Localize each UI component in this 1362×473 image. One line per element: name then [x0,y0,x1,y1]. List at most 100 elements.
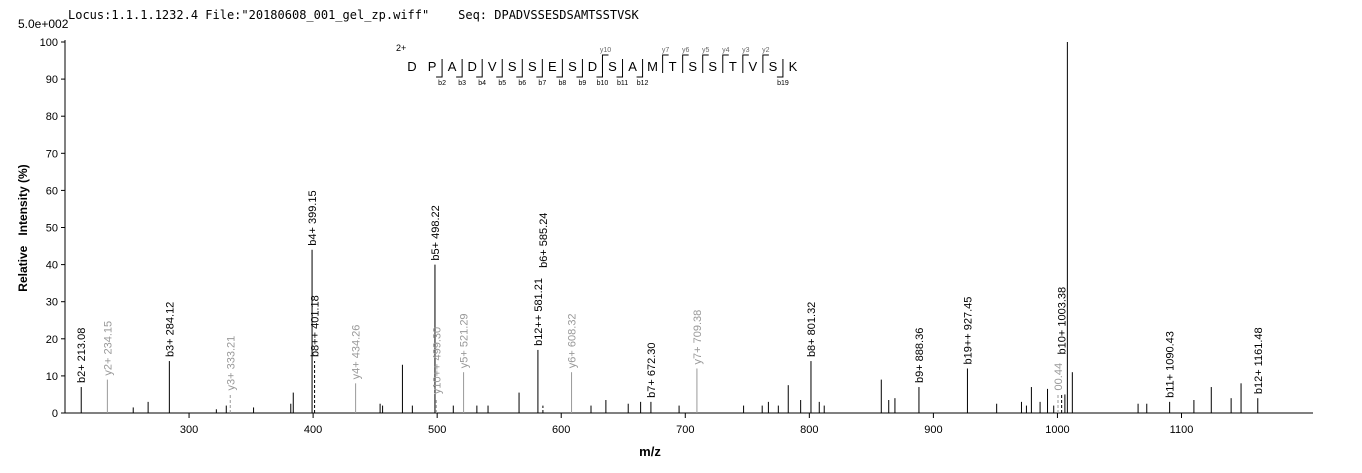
peak-label: b9+ 888.36 [914,328,926,383]
charge-label: 2+ [396,43,406,53]
y-axis-label: Relative Intensity (%) [16,164,30,291]
residue: S [568,59,577,74]
b-ion-label: b2 [438,80,446,87]
y-tick-label: 20 [46,334,58,346]
peak-label: b19++ 927.45 [962,297,974,365]
b-ion-label: b12 [637,80,649,87]
peak-label: y7+ 709.38 [692,310,704,365]
residue: S [608,59,617,74]
b-ion-bracket [496,59,503,78]
y-ion-label: y3 [742,47,750,54]
peak-label: b11+ 1090.43 [1165,331,1177,398]
y-tick-label: 10 [46,371,58,383]
residue: D [407,59,416,74]
residue: S [769,59,778,74]
b-ion-label: b8 [558,80,566,87]
chart-title: Locus:1.1.1.1232.4 File:"20180608_001_ge… [68,8,640,22]
b-ion-bracket [516,59,523,78]
y-tick-label: 60 [46,185,58,197]
peak-label: b10+ 1003.38 [1057,287,1069,355]
y-ion-bracket [722,54,729,73]
residue: V [749,59,758,74]
y-tick-label: 40 [46,260,58,272]
peak-label: y2+ 234.15 [102,321,114,376]
y-ion-bracket [762,54,769,73]
y-tick-label: 0 [52,408,58,420]
y-ion-label: y10 [600,47,611,54]
residue: P [428,59,437,74]
y-tick-label: 100 [40,37,58,49]
b-ion-bracket [616,59,624,78]
y-ion-label: y7 [662,47,670,54]
residue: K [789,59,798,74]
residue: A [448,59,457,74]
peak-label: y5+ 521.29 [459,313,471,368]
y-ion-label: y2 [762,47,770,54]
b-ion-bracket [536,59,543,78]
y-tick-label: 50 [46,223,58,235]
x-tick-label: 600 [552,424,570,436]
residue: D [467,59,476,74]
b-ion-label: b3 [458,80,466,87]
b-ion-bracket [436,59,443,78]
x-tick-label: 300 [180,424,198,436]
peak-label: b2+ 213.08 [76,328,88,383]
b-ion-bracket [636,59,644,78]
y-tick-label: 70 [46,148,58,160]
peak-label: b7+ 672.30 [646,342,658,397]
residue: S [528,59,537,74]
y-ion-bracket [702,54,709,73]
residue: M [647,59,658,74]
b-ion-bracket [596,59,603,78]
x-tick-label: 800 [800,424,818,436]
b-ion-label: b5 [498,80,506,87]
peak-label: b12++ 581.21 [533,278,545,346]
peak-label: 00.44 [1053,363,1065,391]
y-tick-label: 90 [46,74,58,86]
residue: E [548,59,557,74]
y-ion-label: y4 [722,47,730,54]
y-ion-bracket [601,54,609,73]
peak-label: y4+ 434.26 [351,325,363,380]
x-tick-label: 700 [676,424,694,436]
residue: A [628,59,637,74]
residue: T [669,59,677,74]
x-tick-label: 400 [304,424,322,436]
y-ion-label: y6 [682,47,690,54]
peak-label: y6+ 608.32 [567,313,579,368]
y-tick-label: 80 [46,111,58,123]
y-tick-label: 30 [46,297,58,309]
b-ion-label: b7 [538,80,546,87]
x-tick-label: 900 [924,424,942,436]
b-ion-bracket [456,59,463,78]
b-ion-label: b11 [617,80,628,87]
scale-label: 5.0e+002 [18,17,69,31]
residue: V [488,59,497,74]
residue: T [729,59,737,74]
x-tick-label: 500 [428,424,446,436]
b-ion-bracket [776,59,784,78]
b-ion-label: b4 [478,80,486,87]
b-ion-label: b9 [579,80,587,87]
y-ion-bracket [682,54,689,73]
residue: S [708,59,717,74]
y-ion-bracket [662,54,669,73]
b-ion-label: b6 [518,80,526,87]
residue: D [588,59,597,74]
peak-label: b6+ 585.24 [538,213,550,268]
peak-label: b12+ 1161.48 [1253,327,1265,394]
b-ion-bracket [576,59,583,78]
y-ion-bracket [742,54,749,73]
x-tick-label: 1000 [1045,424,1069,436]
peak-label: y10++ 499.30 [431,327,443,394]
b-ion-bracket [556,59,563,78]
x-tick-label: 1100 [1170,424,1194,436]
b-ion-label: b10 [597,80,609,87]
b-ion-label: b19 [777,80,789,87]
peak-label: b5+ 498.22 [430,205,442,260]
peak-label: b3+ 284.12 [164,302,176,357]
peak-label: y3+ 333.21 [225,336,237,391]
y-ion-label: y5 [702,47,710,54]
residue: S [508,59,517,74]
